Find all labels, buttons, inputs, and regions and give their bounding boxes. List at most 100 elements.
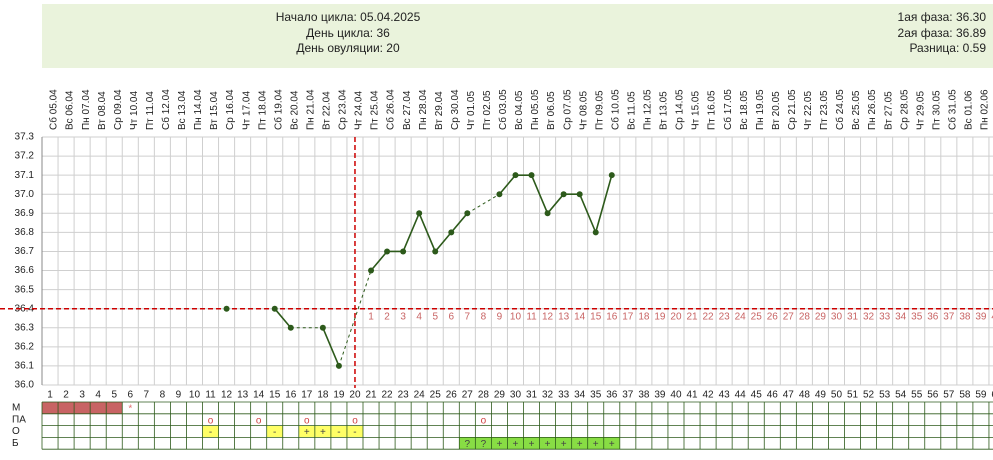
y-tick-label: 36.3 bbox=[15, 322, 35, 333]
date-label: Пт 18.04 bbox=[257, 90, 268, 130]
row-mark: + bbox=[304, 427, 310, 438]
y-tick-label: 36.8 bbox=[15, 227, 35, 238]
date-label: Вс 01.06 bbox=[964, 90, 975, 130]
luteal-day: 28 bbox=[799, 311, 811, 322]
luteal-day: 10 bbox=[510, 311, 522, 322]
temp-point bbox=[416, 210, 423, 217]
row-mark: + bbox=[577, 439, 583, 450]
day-number: 19 bbox=[333, 390, 345, 401]
luteal-day: 6 bbox=[448, 311, 454, 322]
row-cell bbox=[42, 402, 59, 414]
temp-point bbox=[223, 305, 230, 312]
y-tick-label: 37.1 bbox=[15, 170, 35, 181]
day-number: 59 bbox=[975, 390, 987, 401]
date-label: Сб 03.05 bbox=[497, 89, 509, 130]
temp-point bbox=[592, 229, 599, 236]
day-number: 34 bbox=[574, 390, 586, 401]
header-text: Начало цикла: 05.04.2025 bbox=[276, 10, 421, 24]
day-number: 39 bbox=[654, 390, 666, 401]
date-label: Чт 15.05 bbox=[691, 91, 702, 130]
row-mark: + bbox=[497, 439, 503, 450]
row-cell bbox=[58, 402, 75, 414]
luteal-day: 22 bbox=[703, 311, 715, 322]
luteal-day: 40 bbox=[991, 311, 993, 322]
day-number: 2 bbox=[63, 390, 69, 401]
date-label: Чт 29.05 bbox=[915, 91, 926, 130]
day-number: 29 bbox=[494, 390, 506, 401]
date-label: Сб 19.04 bbox=[272, 89, 284, 130]
date-label: Пн 07.04 bbox=[81, 89, 92, 130]
y-tick-label: 36.6 bbox=[15, 265, 35, 276]
date-label: Ср 14.05 bbox=[675, 89, 686, 130]
day-number: 10 bbox=[189, 390, 201, 401]
row-cell bbox=[266, 425, 283, 438]
luteal-day: 38 bbox=[959, 311, 971, 322]
luteal-day: 21 bbox=[686, 311, 698, 322]
date-label: Пн 26.05 bbox=[867, 89, 878, 130]
luteal-day: 8 bbox=[481, 311, 487, 322]
temp-point bbox=[560, 191, 567, 198]
date-label: Пн 05.05 bbox=[530, 89, 541, 130]
date-label: Пн 28.04 bbox=[418, 89, 429, 130]
date-label: Вс 04.05 bbox=[514, 90, 525, 130]
day-number: 14 bbox=[253, 390, 265, 401]
row-mark: + bbox=[545, 439, 551, 450]
row-cell bbox=[346, 425, 363, 438]
temp-point bbox=[544, 210, 551, 217]
luteal-day: 29 bbox=[815, 311, 827, 322]
day-number: 42 bbox=[703, 390, 715, 401]
luteal-day: 24 bbox=[735, 311, 747, 322]
temp-point bbox=[335, 362, 342, 369]
day-number: 25 bbox=[430, 390, 442, 401]
row-cell bbox=[491, 437, 508, 450]
temp-point bbox=[319, 324, 326, 331]
temp-line bbox=[370, 211, 468, 272]
date-label: Вт 27.05 bbox=[883, 91, 894, 130]
row-label: ПА bbox=[12, 414, 26, 425]
day-number: 52 bbox=[863, 390, 875, 401]
y-tick-label: 36.5 bbox=[15, 284, 35, 295]
day-number: 43 bbox=[719, 390, 731, 401]
day-number: 8 bbox=[160, 390, 166, 401]
day-number: 11 bbox=[205, 390, 216, 401]
day-number: 60 bbox=[991, 390, 993, 401]
temp-point bbox=[271, 305, 278, 312]
row-cell bbox=[298, 425, 315, 438]
gap-connector bbox=[467, 193, 500, 214]
row-mark: ? bbox=[481, 439, 487, 450]
row-mark: + bbox=[513, 439, 519, 450]
date-label: Сб 31.05 bbox=[946, 89, 958, 130]
date-label: Чт 24.04 bbox=[354, 91, 365, 130]
date-label: Пн 14.04 bbox=[193, 89, 204, 130]
day-number: 9 bbox=[176, 390, 182, 401]
row-mark: + bbox=[593, 439, 599, 450]
date-label: Пт 30.05 bbox=[931, 90, 942, 130]
temp-line bbox=[274, 308, 292, 329]
luteal-day: 20 bbox=[670, 311, 682, 322]
day-number: 4 bbox=[95, 390, 101, 401]
luteal-day: 11 bbox=[526, 311, 537, 322]
date-label: Ср 30.04 bbox=[450, 89, 461, 130]
date-label: Сб 10.05 bbox=[609, 89, 621, 130]
temp-point bbox=[432, 248, 439, 255]
date-label: Пт 23.05 bbox=[819, 90, 830, 130]
date-label: Ср 28.05 bbox=[899, 89, 910, 130]
day-number: 12 bbox=[221, 390, 233, 401]
date-label: Чт 01.05 bbox=[466, 91, 477, 130]
day-number: 41 bbox=[686, 390, 698, 401]
row-cell bbox=[90, 402, 107, 414]
temp-point bbox=[608, 172, 615, 179]
row-mark: + bbox=[529, 439, 535, 450]
temp-point bbox=[368, 267, 375, 274]
row-mark: + bbox=[320, 427, 326, 438]
row-mark: - bbox=[353, 427, 356, 438]
date-label: Вт 13.05 bbox=[659, 91, 670, 130]
row-mark: + bbox=[609, 439, 615, 450]
day-number: 30 bbox=[510, 390, 522, 401]
row-cell bbox=[475, 437, 492, 450]
date-label: Чт 08.05 bbox=[578, 91, 589, 130]
temp-point bbox=[496, 191, 503, 198]
luteal-day: 13 bbox=[558, 311, 570, 322]
date-label: Сб 12.04 bbox=[160, 89, 172, 130]
